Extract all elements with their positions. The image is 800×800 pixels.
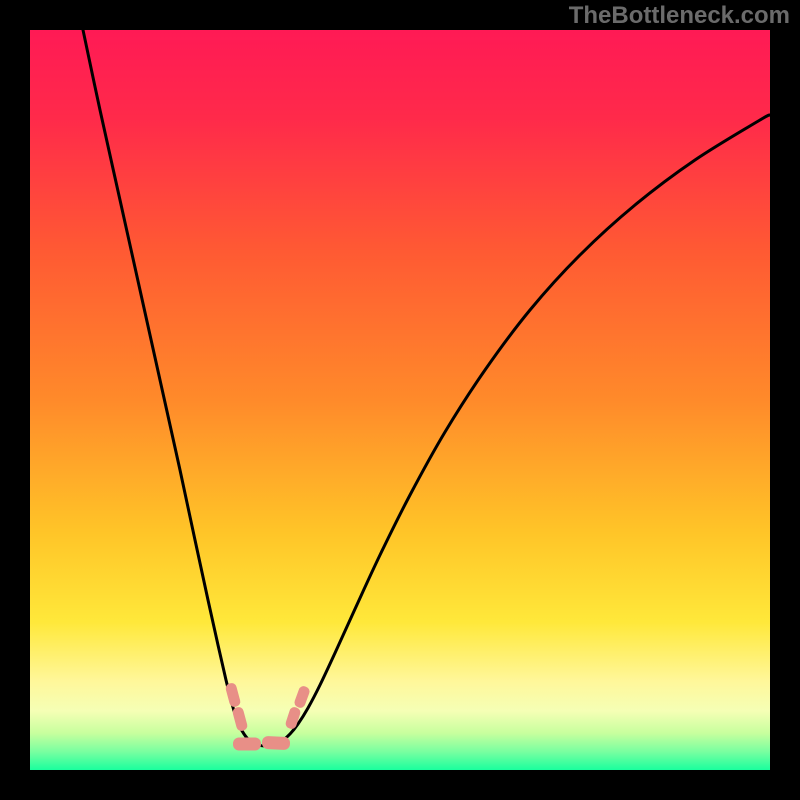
- watermark-text: TheBottleneck.com: [569, 2, 790, 30]
- plot-area: [30, 30, 770, 770]
- chart-frame: TheBottleneck.com: [0, 0, 800, 800]
- chart-svg: [0, 0, 800, 800]
- gradient-background: [30, 30, 770, 770]
- valley-marker: [233, 738, 261, 751]
- valley-marker: [262, 736, 291, 750]
